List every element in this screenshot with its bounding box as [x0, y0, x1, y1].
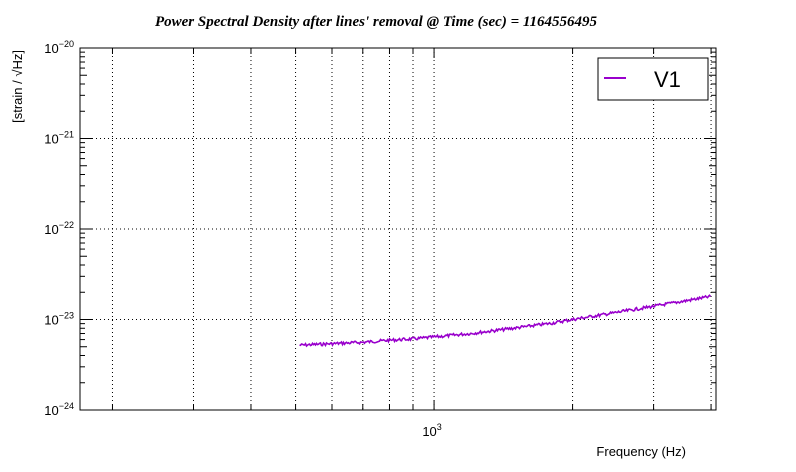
legend-label-v1: V1 [654, 67, 681, 92]
y-tick-label: 10−20 [44, 39, 74, 56]
y-tick-label: 10−23 [44, 311, 74, 328]
y-tick-label: 10−21 [44, 130, 74, 147]
y-axis-label: [strain / √Hz] [10, 50, 25, 123]
series-line-v1 [299, 294, 712, 348]
y-tick-label: 10−24 [44, 401, 74, 418]
y-tick-label: 10−22 [44, 220, 74, 237]
x-tick-labels: 103 [422, 422, 441, 439]
y-tick-labels: 10−24 10−23 10−22 10−21 10−20 [44, 39, 74, 418]
plot-frame [79, 47, 717, 411]
legend: V1 [597, 57, 709, 101]
x-axis-label: Frequency (Hz) [596, 444, 686, 459]
grid-lines [80, 48, 716, 410]
axis-ticks [80, 47, 716, 411]
x-tick-label: 103 [422, 422, 441, 439]
chart-title: Power Spectral Density after lines' remo… [155, 14, 598, 30]
